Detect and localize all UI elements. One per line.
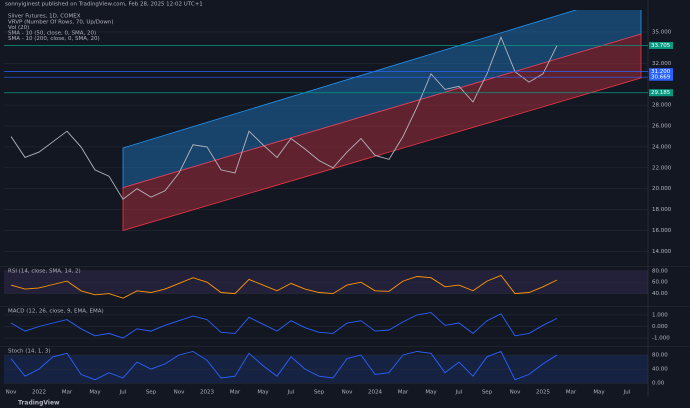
y-tick-label: 40.00 (652, 291, 668, 297)
y-tick-label: 40.00 (652, 367, 668, 373)
y-tick-label: 80.00 (652, 268, 668, 274)
y-tick-label: 0.00 (652, 381, 665, 387)
x-tick-label: May (89, 390, 101, 396)
header: sonnyiginest published on TradingView.co… (5, 2, 203, 8)
x-tick-label: Jul (119, 390, 127, 396)
series-line (10, 274, 558, 299)
y-tick-label: 60.00 (652, 280, 668, 286)
pane-title: RSI (14, close, SMA, 14, 2) (8, 269, 81, 275)
x-tick-label: Nov (342, 390, 353, 396)
y-tick-label: 32.000 (652, 61, 672, 67)
pane-title: Silver Futures, 1D, COMEX (8, 14, 81, 20)
x-tick-label: Jul (287, 390, 295, 396)
x-tick-label: Jul (623, 390, 631, 396)
x-tick-label: Nov (6, 390, 17, 396)
price-label: 31.200 (651, 69, 671, 75)
series-line (10, 350, 558, 381)
pane (4, 312, 648, 339)
price-label: 30.669 (651, 75, 671, 81)
y-tick-label: 24.000 (652, 144, 672, 150)
x-tick-label: 2024 (368, 390, 382, 396)
price-label: 33.705 (651, 43, 671, 49)
y-tick-label: 35.000 (652, 29, 672, 35)
y-tick-label: 1.000 (652, 312, 668, 318)
x-tick-label: Nov (174, 390, 185, 396)
x-tick-label: Mar (230, 390, 241, 396)
x-tick-label: Nov (510, 390, 521, 396)
y-tick-label: 0.000 (652, 324, 668, 330)
y-tick-label: 80.00 (652, 353, 668, 359)
pane (4, 350, 648, 384)
x-tick-label: 2023 (200, 390, 214, 396)
x-tick-label: May (593, 390, 605, 396)
channel-area (122, 33, 642, 232)
x-tick-label: Sep (146, 390, 157, 396)
price-label-box (649, 89, 673, 97)
price-label: 29.185 (651, 90, 671, 96)
x-tick-label: Mar (398, 390, 409, 396)
price-label-box (649, 73, 673, 81)
y-tick-label: 14.000 (652, 249, 672, 255)
legend-entry: VRVP (Number Of Rows, 70, Up/Down) (8, 20, 114, 26)
x-tick-label: Jul (455, 390, 463, 396)
series-line (10, 35, 558, 200)
x-tick-label: Sep (482, 390, 493, 396)
y-tick-label: 28.000 (652, 103, 672, 109)
price-label-box (649, 41, 673, 49)
x-tick-label: Mar (62, 390, 73, 396)
y-tick-label: 20.000 (652, 186, 672, 192)
y-tick-label: -1.000 (652, 336, 670, 342)
y-tick-label: 18.000 (652, 207, 672, 213)
y-tick-label: 22.000 (652, 165, 672, 171)
y-tick-label: 16.000 (652, 228, 672, 234)
legend-entry: SMA - 10 (50, close, 0, SMA, 20) (8, 31, 96, 37)
price-label-box (649, 68, 673, 76)
y-tick-label: 26.000 (652, 124, 672, 130)
x-tick-label: Mar (566, 390, 577, 396)
x-tick-label: Sep (314, 390, 325, 396)
x-tick-label: 2022 (32, 390, 46, 396)
legend-entry: Vol (20) (8, 25, 29, 31)
series-line (10, 312, 558, 339)
x-tick-label: May (425, 390, 437, 396)
x-tick-label: 2025 (536, 390, 550, 396)
pane-title: Stoch (14, 1, 3) (8, 349, 51, 355)
footer: TradingView (18, 400, 60, 407)
pane (4, 10, 648, 252)
pane (4, 270, 648, 299)
legend-entry: SMA - 10 (200, close, 0, SMA, 20) (8, 36, 100, 42)
x-tick-label: May (257, 390, 269, 396)
pane-title: MACD (12, 26, close, 9, EMA, EMA) (8, 309, 104, 315)
